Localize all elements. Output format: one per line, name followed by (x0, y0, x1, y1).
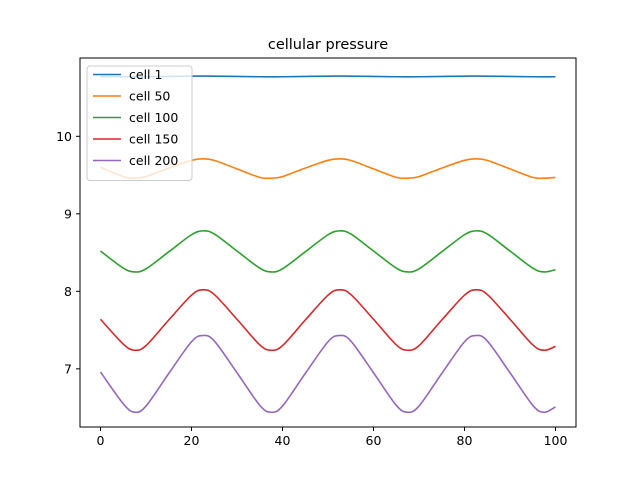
y-tick-label: 10 (56, 129, 72, 144)
x-tick-label: 0 (97, 433, 105, 448)
x-tick-label: 100 (544, 433, 568, 448)
x-tick-label: 80 (457, 433, 473, 448)
x-tick-label: 60 (366, 433, 382, 448)
y-tick-label: 8 (64, 284, 72, 299)
x-tick-label: 20 (184, 433, 200, 448)
series-layer (99, 75, 556, 414)
y-tick-label: 9 (64, 206, 72, 221)
series-line-3 (100, 230, 556, 273)
legend: cell 1 cell 50 cell 100 cell 150 cell 200 (86, 65, 193, 181)
x-tick-label: 40 (275, 433, 291, 448)
legend-box (86, 65, 193, 181)
series-line-5 (99, 334, 556, 414)
legend-label-2: cell 50 (129, 89, 170, 104)
legend-label-3: cell 100 (129, 110, 178, 125)
series-line-1 (100, 75, 556, 78)
legend-label-4: cell 150 (129, 132, 178, 147)
y-tick-label: 7 (64, 361, 72, 376)
legend-label-5: cell 200 (129, 153, 178, 168)
axes-frame (79, 57, 577, 428)
legend-label-1: cell 1 (129, 67, 162, 82)
series-line-4 (99, 288, 556, 352)
chart-title: cellular pressure (268, 37, 388, 53)
axes-layer: 0 20 40 60 80 100 7 8 9 10 (56, 57, 577, 448)
